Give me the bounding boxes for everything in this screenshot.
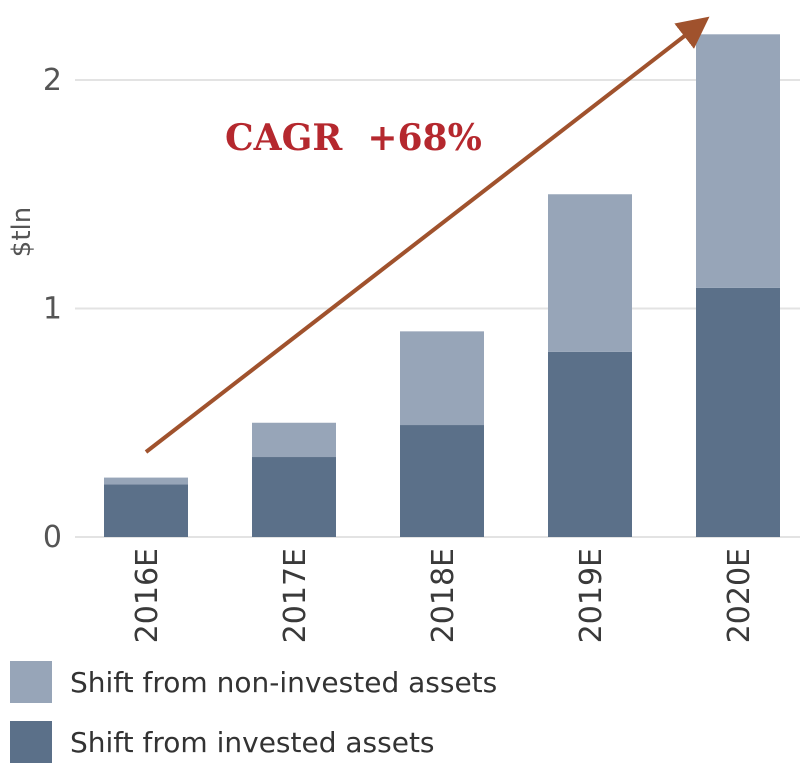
bar-2018E-invested (400, 425, 484, 537)
bar-2016E-invested (104, 484, 188, 537)
x-tick-label-2020E: 2020E (722, 548, 757, 643)
cagr-annotation: CAGR +68% (225, 117, 482, 159)
y-axis-label: $tln (7, 207, 37, 257)
bar-2018E-non-invested (400, 331, 484, 426)
legend-swatch-invested (10, 721, 52, 763)
legend-item-invested: Shift from invested assets (10, 715, 497, 769)
bar-2017E-invested (252, 457, 336, 537)
y-tick-label-2: 2 (43, 63, 62, 98)
bar-2020E-invested (696, 287, 780, 537)
stacked-bar-chart: 0 1 2 $tln 2016E 2017E 2018E 2019E 2020E CAGR +68… (7, 16, 800, 643)
legend-label-invested: Shift from invested assets (70, 725, 435, 759)
bar-2017E-non-invested (252, 422, 336, 458)
legend-item-non-invested: Shift from non-invested assets (10, 655, 497, 709)
y-tick-label-1: 1 (43, 292, 62, 327)
x-tick-label-2017E: 2017E (278, 548, 313, 643)
x-tick-label-2016E: 2016E (130, 548, 165, 643)
legend-label-non-invested: Shift from non-invested assets (70, 665, 498, 699)
bar-2019E-invested (548, 351, 632, 537)
bar-2020E-non-invested (696, 34, 780, 288)
x-tick-label-2019E: 2019E (574, 548, 609, 643)
bar-2016E-non-invested (104, 477, 188, 485)
cagr-arrow (144, 16, 710, 454)
legend-swatch-non-invested (10, 661, 52, 703)
x-tick-label-2018E: 2018E (426, 548, 461, 643)
y-tick-label-0: 0 (43, 520, 62, 555)
legend: Shift from non-invested assets Shift fro… (10, 655, 497, 775)
bar-2019E-non-invested (548, 194, 632, 352)
